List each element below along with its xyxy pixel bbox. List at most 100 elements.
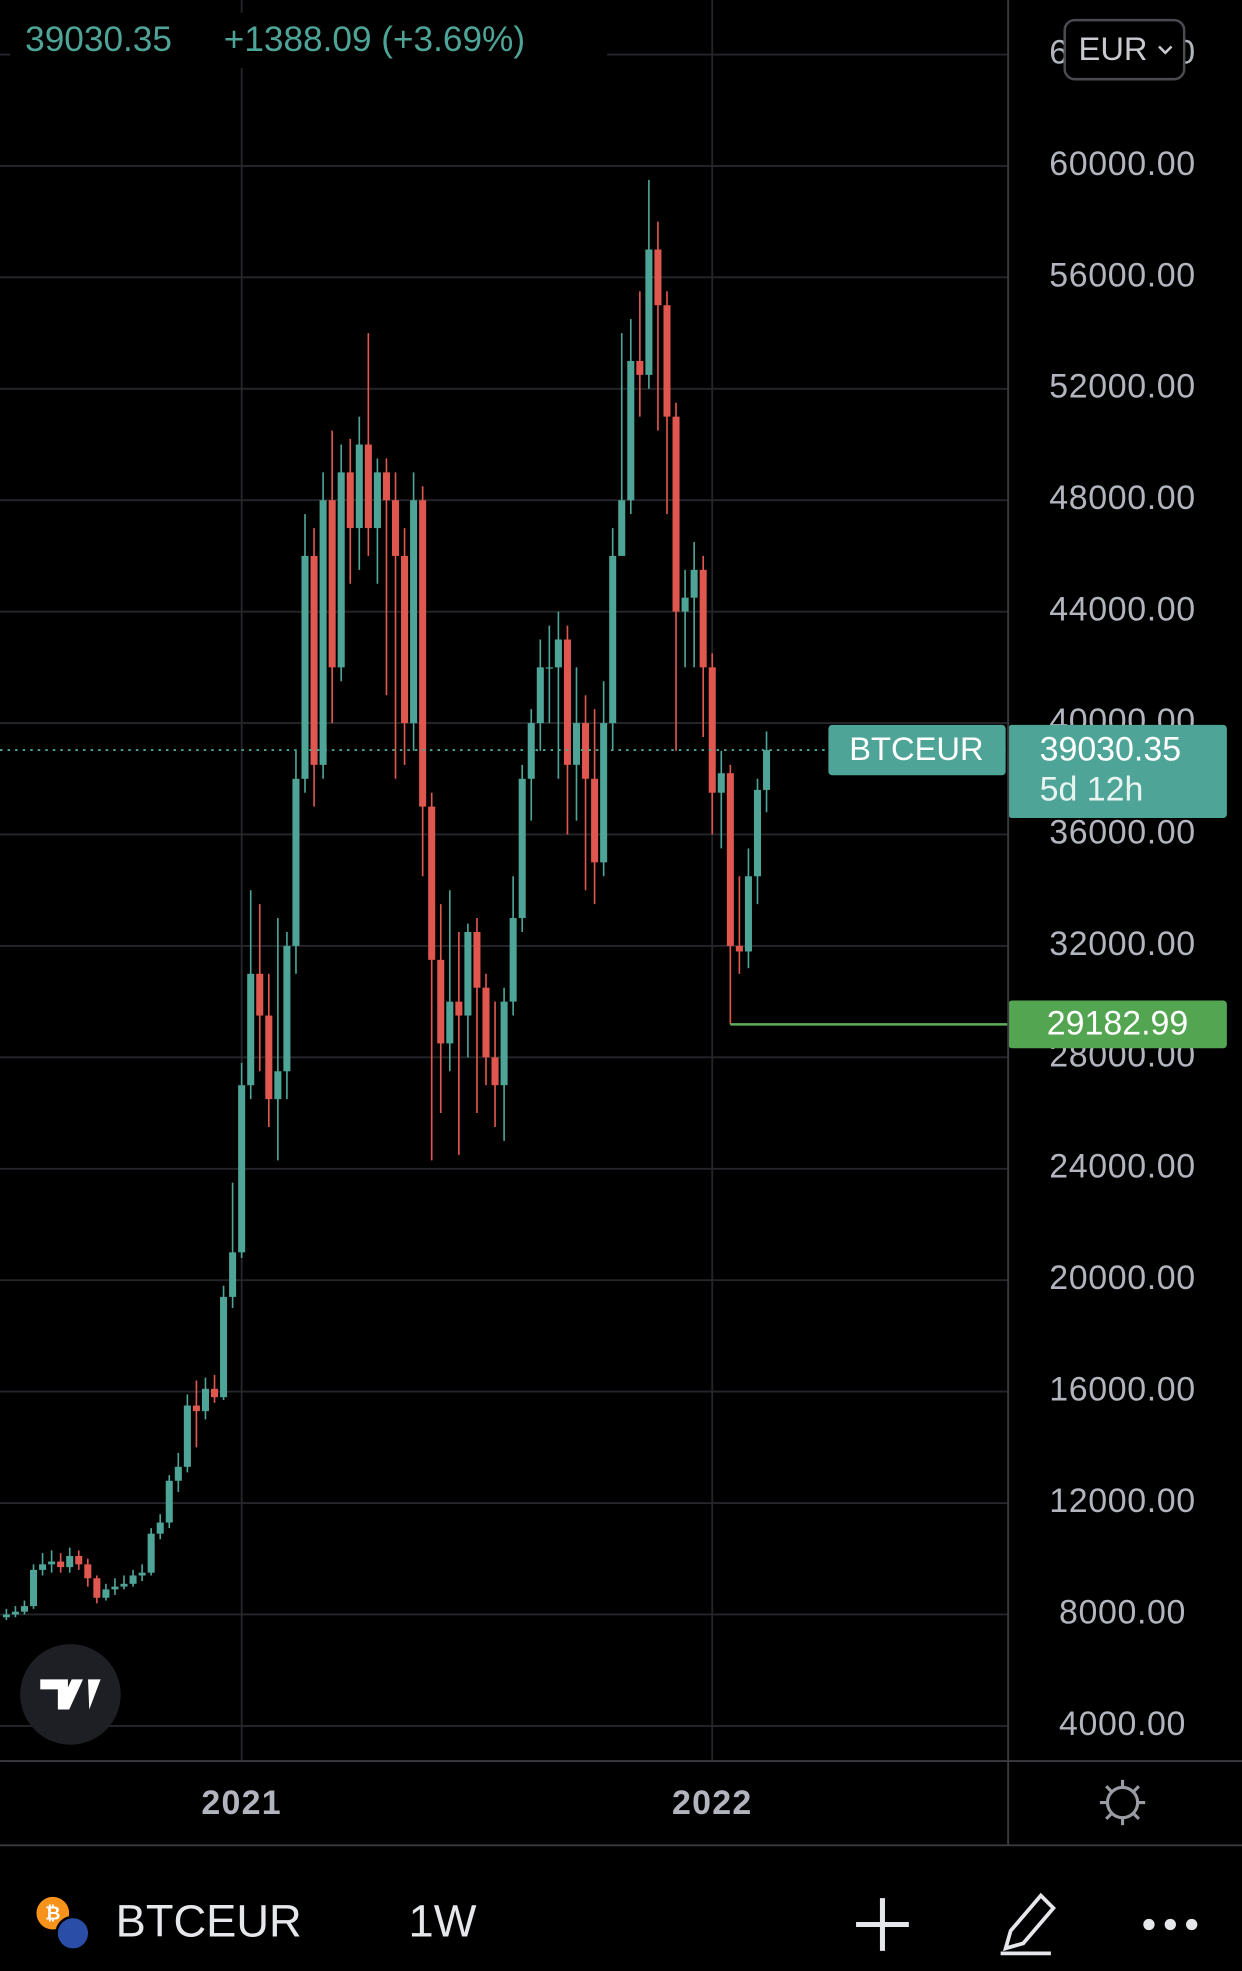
candle-body [57,1561,65,1568]
y-axis: 4000.00 8000.00 12000.00 16000.00 20000.00 24… [201,33,1195,1822]
candle-body [319,500,327,765]
y-tick-label: 36000.00 [1049,813,1196,851]
candle-body [600,723,608,863]
candle-body [229,1252,237,1297]
candle-body [391,500,400,556]
settings[interactable] [1099,1779,1146,1826]
candle-body [346,472,354,529]
candle-body [11,1611,19,1615]
candle-body [563,639,571,765]
candle-body [726,773,734,946]
candle-body [310,555,318,765]
candle-body [274,1071,282,1100]
candle-body [654,249,662,306]
y-tick-label: 60000.00 [1049,145,1196,183]
y-tick-label: 52000.00 [1049,368,1196,406]
candle-body [292,778,300,946]
y-tick-label: 16000.00 [1049,1371,1196,1409]
candle-body [735,945,743,952]
add-icon[interactable] [856,1898,909,1951]
candle-body [75,1555,83,1565]
candle-body [20,1606,28,1612]
candle-body [437,959,445,1044]
candle-body [183,1405,191,1467]
currency-label[interactable]: EUR [1079,30,1148,67]
candle-body [48,1561,56,1565]
symbol[interactable]: BTCEUR [116,1895,302,1946]
candle-body [174,1466,182,1481]
logo[interactable] [20,1644,121,1745]
y-tick-label: 4000.00 [1059,1705,1186,1743]
candle-body [29,1569,38,1607]
candle-body [536,667,544,724]
dot[interactable] [1186,1918,1198,1931]
y-tick-label: 32000.00 [1049,925,1196,963]
candle-body [2,1614,10,1618]
header-price: 39030.35 [25,20,172,59]
chevron[interactable] [1158,45,1173,55]
candle-body [247,973,255,1086]
low-marker-box [1008,1000,1227,1049]
candle-body [201,1388,209,1412]
candle-body [509,918,517,1002]
y-tick-label: 20000.00 [1049,1259,1196,1297]
last-price-label: 39030.35 [1040,730,1182,768]
y-tick-label: 8000.00 [1059,1593,1186,1631]
candle-body [147,1533,155,1573]
candle-body [690,569,698,598]
gear-teeth[interactable] [1099,1779,1146,1826]
x-tick-label: 2022 [672,1784,753,1822]
header: 39030.35 +1388.09 (+3.69%) [10,12,608,68]
candle-body [636,360,644,375]
candle-body [364,444,372,529]
y-tick-label: 56000.00 [1049,256,1196,294]
candle-body [645,249,653,375]
currency-button-bg[interactable] [1063,18,1186,81]
logo-mark[interactable] [40,1679,101,1710]
candle-body [265,1015,273,1100]
candle-body [609,555,617,724]
dot[interactable] [1143,1918,1155,1931]
candles [2,179,771,1621]
candle-body [681,597,689,612]
candle-body [627,360,635,501]
y-tick-label: 24000.00 [1049,1148,1196,1186]
countdown: 5d 12h [1040,771,1144,809]
currency-button[interactable]: EUR [1063,18,1186,81]
candle-body [156,1522,164,1534]
candle-body [301,555,309,779]
candle-body [66,1555,74,1568]
candle-body [663,305,671,417]
more-icon[interactable] [1143,1918,1198,1931]
candle-body [93,1578,101,1598]
y-tick-label: 44000.00 [1049,591,1196,629]
toolbar: ₿ BTCEUR 1W [36,1892,1198,1956]
low-marker-label: 29182.99 [1047,1005,1189,1043]
draw-icon[interactable] [1000,1892,1056,1956]
y-tick-label: 48000.00 [1049,479,1196,517]
x-tick-label: 2021 [201,1784,282,1822]
candle-body [419,500,427,807]
candle-body [428,806,436,960]
candle-body [401,555,409,724]
y-tick-label: 12000.00 [1049,1482,1196,1520]
candle-body [527,723,535,779]
candle-body [192,1405,200,1412]
dot[interactable] [1164,1918,1176,1931]
last-price-box [1008,724,1227,818]
grid [0,0,1009,1760]
candle-body [699,569,707,668]
candle-body [138,1572,146,1576]
candle-body [500,1001,508,1086]
candle-body [763,750,771,790]
interval[interactable]: 1W [409,1895,477,1946]
candle-body [518,778,526,919]
header-bg [10,12,608,68]
candle-body [165,1480,173,1523]
gear-icon[interactable] [1105,1785,1140,1820]
candle-body [491,1057,499,1086]
candle-body [120,1583,128,1587]
candle-body [220,1296,228,1398]
